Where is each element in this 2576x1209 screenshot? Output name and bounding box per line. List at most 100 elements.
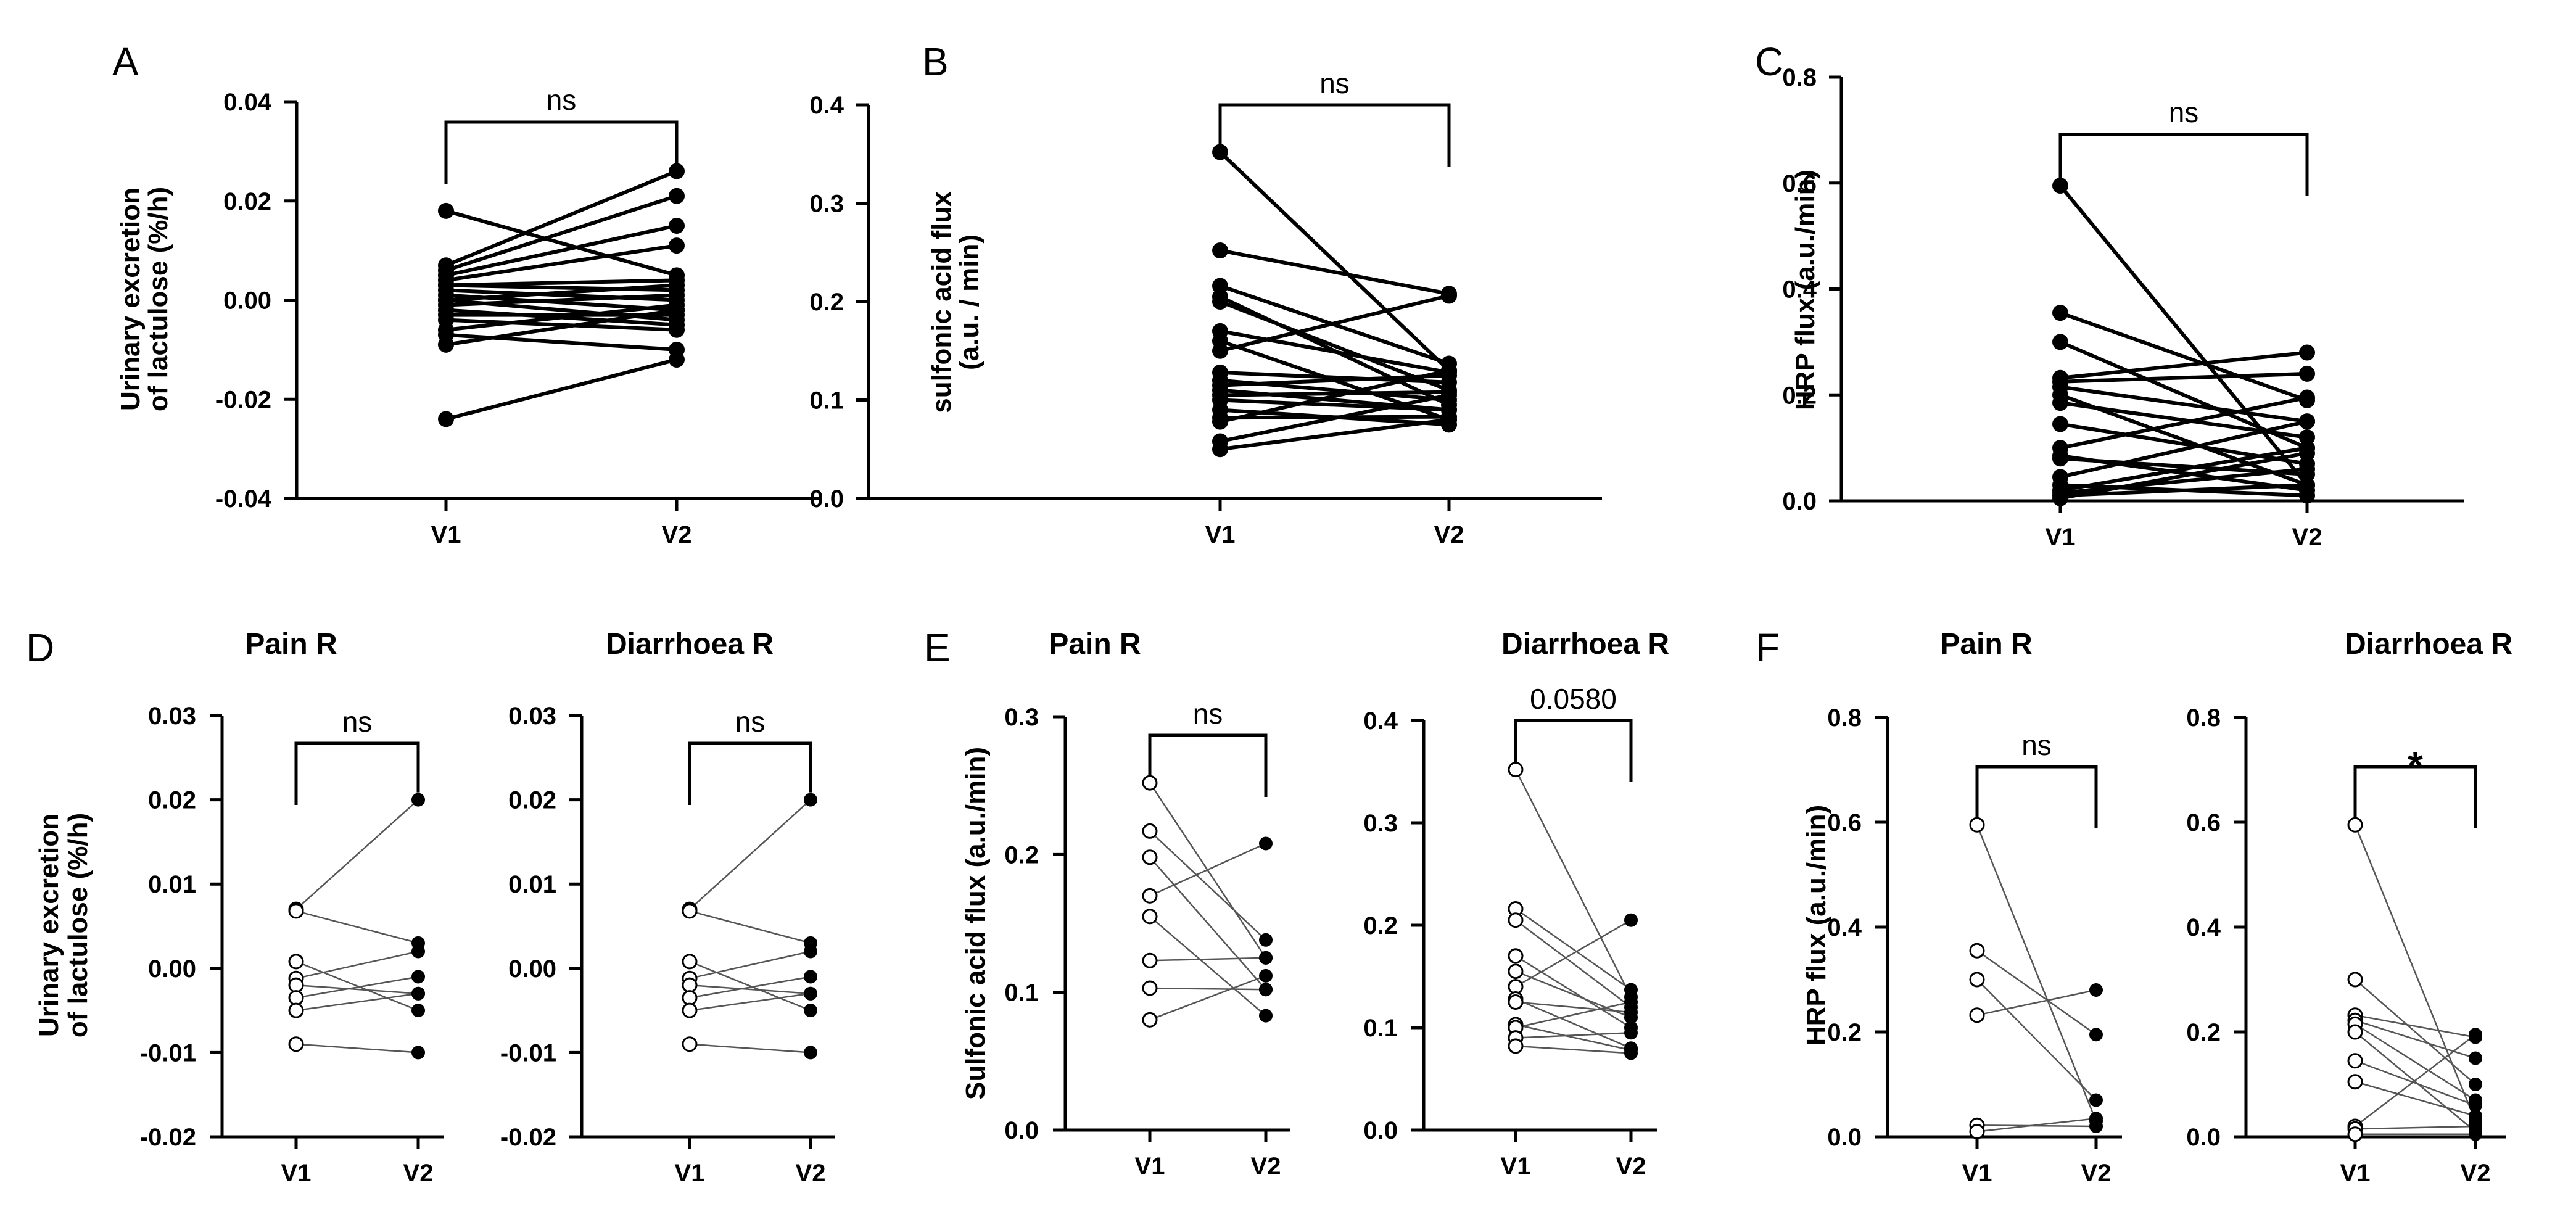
pair-line bbox=[295, 910, 419, 944]
data-point-v2 bbox=[669, 188, 685, 204]
y-axis-title: Urinary excretion bbox=[34, 814, 64, 1037]
data-point-v2 bbox=[1624, 983, 1638, 997]
pair-line bbox=[445, 194, 677, 273]
y-tick-label: 0.00 bbox=[148, 955, 196, 983]
pair-line bbox=[445, 283, 677, 302]
pair-line bbox=[2060, 401, 2308, 439]
pair-line bbox=[1976, 989, 2097, 1017]
data-point-v2 bbox=[1441, 287, 1457, 304]
significance-label: 0.0580 bbox=[1530, 683, 1617, 715]
pair-line bbox=[1220, 368, 1450, 424]
data-point-v2 bbox=[804, 1004, 817, 1018]
pair-line bbox=[1976, 1118, 2097, 1133]
significance-bracket bbox=[2353, 765, 2477, 828]
y-tick-label: 0.2 bbox=[1782, 382, 1817, 409]
data-point-v2 bbox=[2469, 1127, 2482, 1141]
y-tick-label: 0.4 bbox=[1782, 276, 1817, 303]
data-point-v2 bbox=[669, 321, 685, 338]
data-point-v2 bbox=[1259, 951, 1273, 965]
pair-line bbox=[1515, 1032, 1632, 1039]
y-tick-label: 0.8 bbox=[1827, 704, 1862, 732]
y-tick-label: 0.0 bbox=[1827, 1124, 1862, 1151]
y-tick-label: -0.01 bbox=[500, 1039, 556, 1067]
y-tick-label: -0.02 bbox=[215, 386, 271, 413]
data-point-v1 bbox=[2347, 1024, 2363, 1040]
data-point-v1 bbox=[1969, 1124, 1985, 1139]
data-point-v1 bbox=[1142, 849, 1158, 865]
y-tick-label: 0.4 bbox=[809, 92, 844, 119]
data-point-v1 bbox=[1142, 980, 1158, 996]
pair-line bbox=[2060, 446, 2308, 492]
panel-label: F bbox=[1756, 625, 1780, 670]
significance-bracket bbox=[688, 741, 812, 805]
significance-label: ns bbox=[2169, 96, 2199, 128]
pair-line bbox=[1220, 249, 1450, 296]
chart-panel-e1: E Pain R Sulfonic acid flux (a.u./min) 0.0 0… bbox=[924, 625, 1290, 1180]
x-tick-label: V2 bbox=[2292, 524, 2322, 551]
data-point-v1 bbox=[288, 903, 304, 919]
data-point-v1 bbox=[1142, 1012, 1158, 1028]
pair-line bbox=[445, 208, 677, 278]
y-axis-title: HRP flux (a.u./min) bbox=[1790, 170, 1820, 410]
data-point-v1 bbox=[682, 903, 698, 919]
pair-line bbox=[1515, 970, 1632, 1018]
data-point-v2 bbox=[1624, 1026, 1638, 1040]
data-point-v2 bbox=[2469, 1051, 2482, 1065]
pair-line bbox=[2060, 371, 2308, 384]
data-point-v2 bbox=[669, 351, 685, 368]
data-point-v2 bbox=[411, 793, 425, 807]
data-point-v1 bbox=[1212, 342, 1228, 359]
pair-line bbox=[1220, 393, 1450, 444]
pair-line bbox=[295, 976, 419, 999]
x-tick-label: V2 bbox=[662, 521, 692, 548]
panel-title: Diarrhoea R bbox=[2345, 628, 2512, 661]
data-point-v1 bbox=[1212, 242, 1228, 259]
y-tick-label: 0.4 bbox=[2186, 914, 2221, 941]
data-point-v2 bbox=[411, 944, 425, 959]
y-tick-label: 0.2 bbox=[1004, 841, 1039, 869]
x-tick-label: V1 bbox=[2046, 524, 2076, 551]
data-point-v2 bbox=[411, 1046, 425, 1060]
y-tick-label: 0.0 bbox=[1004, 1117, 1039, 1144]
chart-panel-e2: Diarrhoea R 0.0 0.1 0.2 0.3 0.4 V1 V2 0.0580 bbox=[1363, 628, 1669, 1180]
data-point-v2 bbox=[1441, 411, 1457, 428]
y-axis-title: sulfonic acid flux bbox=[927, 191, 957, 413]
y-tick-label: -0.02 bbox=[500, 1124, 556, 1151]
data-point-v1 bbox=[682, 1036, 698, 1052]
y-tick-label: -0.04 bbox=[215, 485, 272, 513]
pair-line bbox=[1976, 950, 2097, 1036]
pair-line bbox=[445, 318, 677, 332]
pair-line bbox=[445, 332, 677, 352]
panel-title: Pain R bbox=[1049, 628, 1141, 661]
y-axis-title: of lactulose (%/h) bbox=[63, 813, 93, 1038]
data-point-v1 bbox=[1508, 1038, 1524, 1054]
data-point-v1 bbox=[1212, 144, 1228, 160]
pair-line bbox=[2355, 1031, 2476, 1133]
data-point-v2 bbox=[2299, 477, 2315, 493]
pair-line bbox=[2060, 385, 2308, 424]
pair-line bbox=[445, 358, 677, 421]
data-point-v1 bbox=[2052, 334, 2068, 350]
data-point-v2 bbox=[2299, 413, 2315, 430]
pair-line bbox=[445, 303, 677, 332]
y-tick-label: 0.4 bbox=[1827, 914, 1862, 941]
pair-line bbox=[1976, 979, 2097, 1101]
y-tick-label: 0.03 bbox=[148, 703, 196, 730]
pair-line bbox=[445, 244, 677, 283]
x-tick-label: V1 bbox=[281, 1160, 312, 1187]
data-point-v2 bbox=[2089, 1093, 2103, 1107]
pair-line bbox=[1976, 1124, 2097, 1128]
y-tick-label: 0.01 bbox=[148, 871, 196, 898]
data-point-v2 bbox=[1259, 1009, 1273, 1023]
data-point-v2 bbox=[1259, 836, 1273, 851]
panel-label: B bbox=[922, 39, 949, 84]
y-tick-label: 0.6 bbox=[1827, 809, 1862, 836]
data-point-v1 bbox=[1212, 441, 1228, 458]
y-axis-title: Urinary excretion bbox=[115, 188, 146, 411]
data-point-v2 bbox=[1441, 387, 1457, 403]
significance-label: ns bbox=[342, 706, 373, 738]
pair-line bbox=[2355, 1014, 2476, 1038]
pair-line bbox=[1220, 398, 1450, 412]
